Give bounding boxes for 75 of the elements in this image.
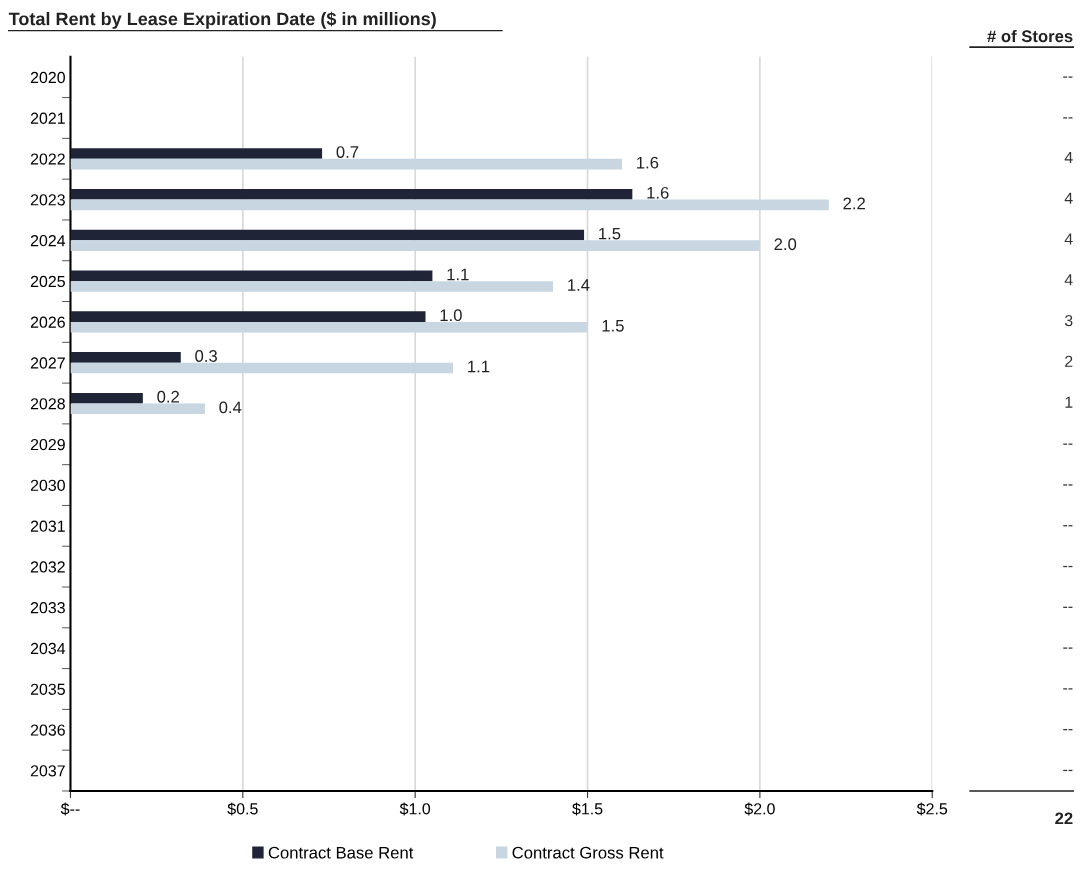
data-label: 1.6 xyxy=(647,186,669,199)
bar xyxy=(70,403,205,415)
y-tick-label: 2031 xyxy=(30,520,65,532)
y-tick-label: 2032 xyxy=(30,561,65,573)
data-label: 1.1 xyxy=(468,360,490,373)
bar xyxy=(70,148,323,159)
text: # of Stores xyxy=(987,29,1073,43)
y-tick-label: 2028 xyxy=(30,398,65,410)
legend-label: Contract Base Rent xyxy=(268,846,414,859)
x-tick-label: $1.0 xyxy=(399,802,431,816)
data-label: 1.5 xyxy=(602,320,624,332)
text: 4 xyxy=(1064,151,1073,163)
y-tick-label: 2022 xyxy=(30,153,65,165)
x-tick-label: $0.5 xyxy=(227,802,258,816)
y-tick-label: 2025 xyxy=(30,275,65,288)
text: 4 xyxy=(1064,192,1073,204)
text: -- xyxy=(1063,484,1073,486)
text: -- xyxy=(1063,729,1073,731)
y-tick-label: 2029 xyxy=(30,438,65,451)
x-tick-label: $1.5 xyxy=(572,802,603,816)
y-tick-label: 2034 xyxy=(30,642,66,655)
text: 22 xyxy=(1055,812,1073,825)
y-tick-label: 2035 xyxy=(30,683,65,695)
x-tick-label: $2.5 xyxy=(916,802,948,816)
bar xyxy=(70,270,433,282)
data-label: 1.5 xyxy=(599,227,621,240)
text: 4 xyxy=(1064,274,1073,286)
x-tick-label: $-- xyxy=(60,802,80,816)
y-tick-label: 2021 xyxy=(30,112,65,124)
y-tick-label: 2026 xyxy=(30,316,65,328)
bar xyxy=(70,281,554,292)
y-tick-label: 2030 xyxy=(30,479,65,492)
data-label: 0.4 xyxy=(219,401,242,414)
y-tick-label: 2024 xyxy=(30,234,66,247)
text: 3 xyxy=(1064,314,1073,327)
bar xyxy=(70,229,585,241)
chart-title: Total Rent by Lease Expiration Date ($ in millions) xyxy=(8,11,436,29)
text: -- xyxy=(1063,443,1073,445)
y-tick-label: 2033 xyxy=(30,602,65,614)
legend-label: Contract Gross Rent xyxy=(512,846,664,859)
data-label: 2.2 xyxy=(843,197,865,210)
bar xyxy=(70,311,426,322)
text: -- xyxy=(1063,606,1073,608)
text: -- xyxy=(1063,525,1073,527)
bar xyxy=(70,199,829,211)
bar xyxy=(70,321,588,333)
data-label: 0.3 xyxy=(195,350,217,362)
y-tick-label: 2036 xyxy=(30,724,65,736)
data-label: 1.6 xyxy=(637,156,659,169)
data-label: 1.1 xyxy=(447,268,469,281)
y-tick-label: 2020 xyxy=(30,71,65,84)
text: -- xyxy=(1063,565,1073,568)
bar xyxy=(70,188,633,200)
data-label: 1.0 xyxy=(440,309,462,322)
y-tick-label: 2037 xyxy=(30,765,65,777)
bar xyxy=(70,240,760,251)
text: 4 xyxy=(1064,233,1073,245)
text: -- xyxy=(1063,117,1073,119)
data-label: 1.4 xyxy=(568,279,590,291)
text: 1 xyxy=(1065,396,1073,408)
text: 2 xyxy=(1065,355,1073,367)
bar xyxy=(70,352,181,363)
x-tick-label: $2.0 xyxy=(744,802,775,816)
bar xyxy=(70,392,143,404)
y-tick-label: 2023 xyxy=(30,194,65,206)
y-tick-label: 2027 xyxy=(30,357,65,369)
text: -- xyxy=(1063,769,1073,772)
text: -- xyxy=(1063,76,1073,78)
data-label: 0.7 xyxy=(336,146,359,158)
data-label: 2.0 xyxy=(774,238,797,251)
bar xyxy=(70,362,454,374)
text: -- xyxy=(1063,688,1073,690)
text: -- xyxy=(1063,647,1073,649)
bar xyxy=(70,158,622,170)
data-label: 0.2 xyxy=(157,390,179,403)
